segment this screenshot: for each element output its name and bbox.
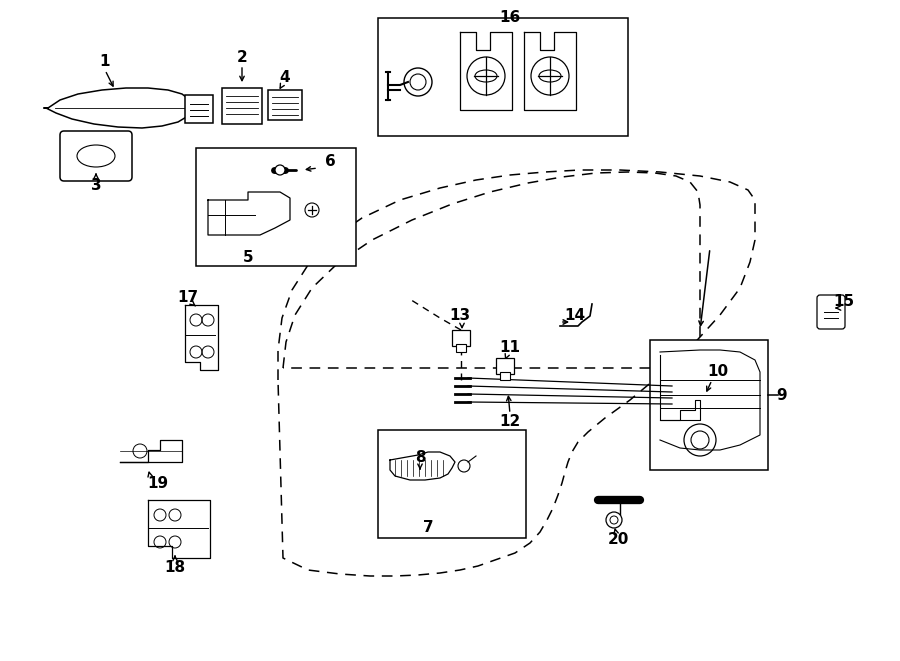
Text: 16: 16 [500, 11, 520, 26]
Bar [268, 90, 302, 120]
Text: 2: 2 [237, 50, 248, 65]
Bar [452, 330, 470, 346]
Bar [456, 344, 466, 352]
Text: 13: 13 [449, 309, 471, 323]
FancyBboxPatch shape [60, 131, 132, 181]
Polygon shape [524, 32, 576, 110]
Text: 15: 15 [833, 295, 855, 309]
Text: 8: 8 [415, 451, 426, 465]
Polygon shape [44, 88, 192, 128]
Text: 10: 10 [707, 364, 729, 379]
Text: 4: 4 [280, 71, 291, 85]
Text: 1: 1 [100, 54, 110, 69]
Bar [500, 372, 510, 380]
Bar [196, 148, 356, 266]
Text: 19: 19 [148, 475, 168, 490]
Bar [378, 18, 628, 136]
Text: 6: 6 [325, 155, 336, 169]
Text: 12: 12 [500, 414, 520, 430]
Text: 14: 14 [564, 309, 586, 323]
Circle shape [458, 460, 470, 472]
Text: 9: 9 [777, 387, 788, 403]
Text: 7: 7 [423, 520, 433, 535]
Bar [650, 340, 768, 470]
Text: 18: 18 [165, 561, 185, 576]
Text: 3: 3 [91, 178, 102, 192]
Text: 20: 20 [608, 533, 629, 547]
Bar [185, 95, 213, 123]
FancyBboxPatch shape [817, 295, 845, 329]
Bar [496, 358, 514, 374]
Bar [222, 88, 262, 124]
Polygon shape [460, 32, 512, 110]
Text: 11: 11 [500, 340, 520, 356]
Polygon shape [390, 452, 455, 480]
Circle shape [305, 203, 319, 217]
Text: 17: 17 [177, 290, 199, 305]
Bar [378, 430, 526, 538]
Text: 5: 5 [243, 251, 253, 266]
Circle shape [275, 165, 285, 175]
